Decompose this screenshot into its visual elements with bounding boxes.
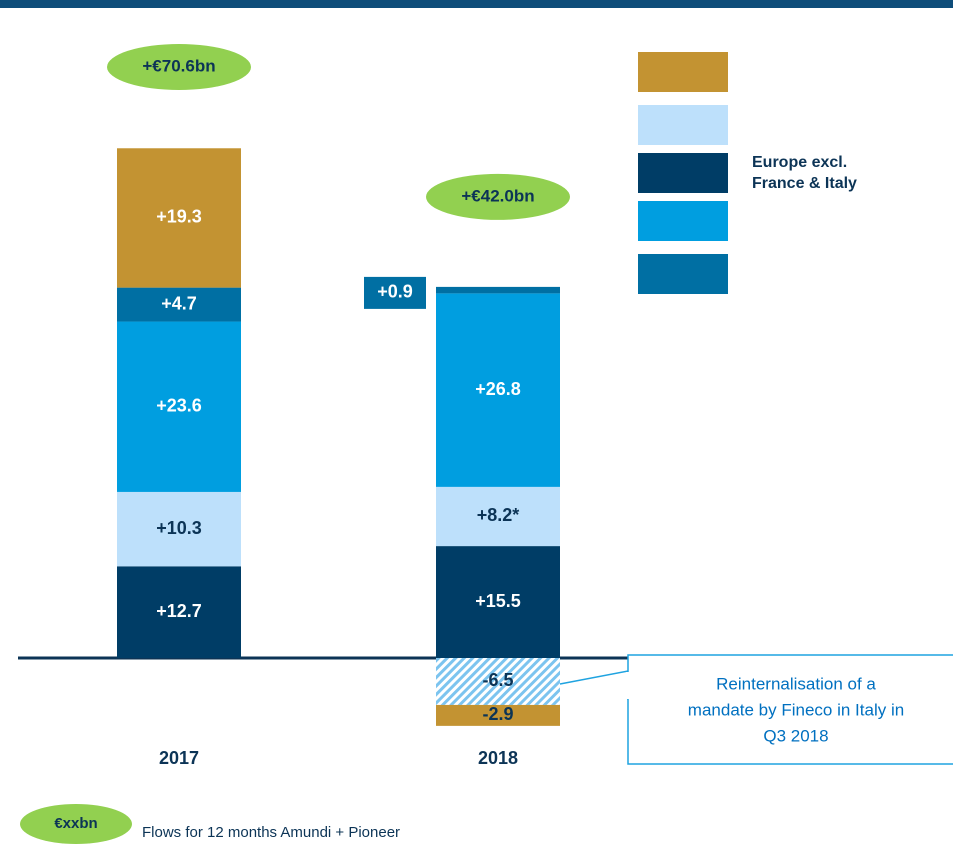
total-bubble (107, 44, 251, 90)
x-tick-label: 2017 (159, 748, 199, 768)
bar-segment (436, 658, 560, 705)
legend-swatch (638, 254, 728, 294)
legend-swatch (638, 153, 728, 193)
bar-segment (436, 704, 560, 726)
callout-pointer (559, 670, 629, 700)
value-label: +10.3 (156, 518, 202, 538)
legend-swatch (638, 52, 728, 92)
bar-segment (117, 566, 241, 658)
value-label: +26.8 (475, 379, 521, 399)
bar-segment (436, 286, 560, 294)
key-bubble (20, 804, 132, 844)
bar-segment (436, 486, 560, 547)
label-box (364, 276, 426, 309)
legend-label: Europe excl. France & Italy (752, 154, 857, 192)
value-label: -6.5 (482, 670, 513, 690)
callout-gap (626, 672, 630, 699)
value-label: +15.5 (475, 591, 521, 611)
legend-swatch (638, 105, 728, 145)
key-label: €xxbn (54, 815, 97, 832)
value-label: +4.7 (161, 293, 197, 313)
x-tick-label: 2018 (478, 748, 518, 768)
callout-text: Q3 2018 (763, 726, 828, 745)
value-label: +12.7 (156, 601, 202, 621)
bar-segment (117, 148, 241, 288)
header-stripe (0, 0, 953, 8)
total-bubble (426, 173, 570, 220)
key-text: Flows for 12 months Amundi + Pioneer (142, 824, 400, 841)
bar-segment (436, 293, 560, 487)
bar-segment (436, 546, 560, 658)
callout-text: Reinternalisation of a (716, 674, 876, 693)
bar-segment (117, 287, 241, 322)
value-label: +8.2* (477, 505, 520, 525)
total-label: +€42.0bn (461, 186, 534, 205)
value-label: +0.9 (377, 282, 413, 302)
callout-box (627, 654, 953, 765)
total-label: +€70.6bn (142, 56, 215, 75)
legend-swatch (638, 201, 728, 241)
value-label: +23.6 (156, 395, 202, 415)
bar-segment (117, 321, 241, 492)
value-label: +19.3 (156, 207, 202, 227)
callout-text: mandate by Fineco in Italy in (688, 700, 904, 719)
value-label: -2.9 (482, 704, 513, 724)
bar-segment (117, 491, 241, 567)
